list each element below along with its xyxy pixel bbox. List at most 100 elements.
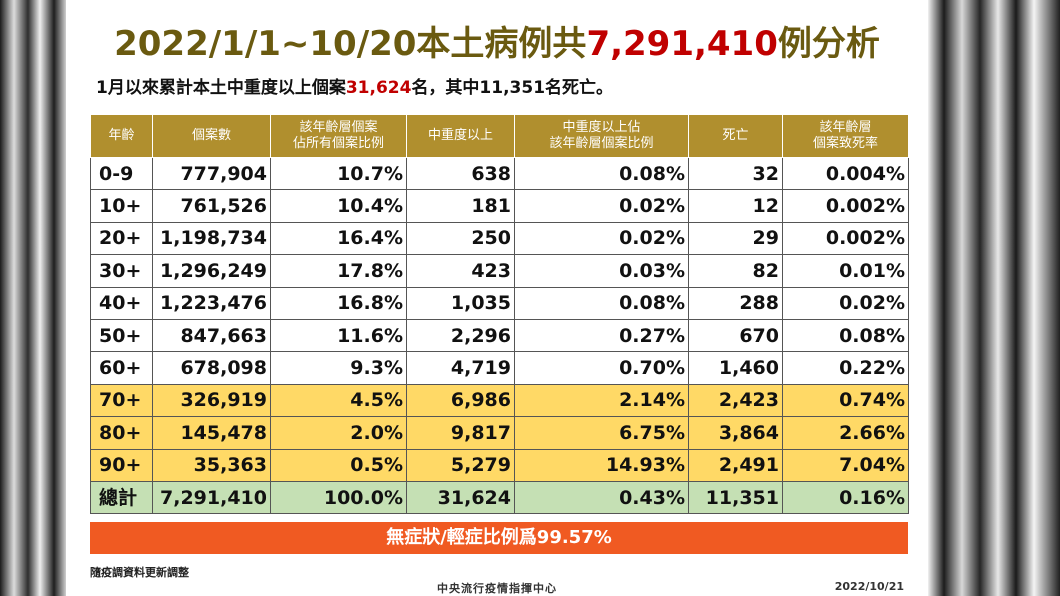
age-group-cell: 50+ xyxy=(90,318,153,353)
age-group-cell: 總計 xyxy=(90,480,153,515)
table-cell: 670 xyxy=(688,318,783,353)
table-cell: 17.8% xyxy=(270,254,407,288)
table-row: 50+ 847,663 11.6% 2,296 0.27% 670 0.08% xyxy=(90,318,909,353)
table-cell: 1,035 xyxy=(406,286,515,320)
table-cell: 16.8% xyxy=(270,286,407,320)
column-header: 該年齡層個案 佔所有個案比例 xyxy=(270,114,407,158)
table-row: 60+ 678,098 9.3% 4,719 0.70% 1,460 0.22% xyxy=(90,351,909,385)
table-cell: 0.02% xyxy=(514,189,689,223)
table-total-row: 總計 7,291,410 100.0% 31,624 0.43% 11,351 0.16% xyxy=(90,480,909,515)
table-cell: 181 xyxy=(406,189,515,223)
table-cell: 0.002% xyxy=(782,221,909,256)
table-row: 30+ 1,296,249 17.8% 423 0.03% 82 0.01% xyxy=(90,254,909,288)
table-cell: 250 xyxy=(406,221,515,256)
table-cell: 6.75% xyxy=(514,416,689,450)
subtitle: 1月以來累計本土中重度以上個案31,624名，其中11,351名死亡。 xyxy=(96,76,613,100)
table-cell: 16.4% xyxy=(270,221,407,256)
table-cell: 3,864 xyxy=(688,416,783,450)
table-cell: 0.27% xyxy=(514,318,689,353)
age-group-cell: 20+ xyxy=(90,221,153,256)
table-cell: 638 xyxy=(406,156,515,191)
age-group-cell: 80+ xyxy=(90,416,153,450)
table-cell: 2,423 xyxy=(688,383,783,418)
column-header: 死亡 xyxy=(688,114,783,158)
table-cell: 0.08% xyxy=(514,156,689,191)
table-row: 70+ 326,919 4.5% 6,986 2.14% 2,423 0.74% xyxy=(90,383,909,418)
table-cell: 35,363 xyxy=(152,448,271,482)
table-row: 10+ 761,526 10.4% 181 0.02% 12 0.002% xyxy=(90,189,909,223)
table-cell: 0.22% xyxy=(782,351,909,385)
column-header: 該年齡層 個案致死率 xyxy=(782,114,909,158)
table-cell: 0.002% xyxy=(782,189,909,223)
table-cell: 0.08% xyxy=(782,318,909,353)
table-row: 90+ 35,363 0.5% 5,279 14.93% 2,491 7.04% xyxy=(90,448,909,482)
table-cell: 847,663 xyxy=(152,318,271,353)
table-body: 0-9 777,904 10.7% 638 0.08% 32 0.004% 10+ 761,52… xyxy=(90,156,909,515)
table-row: 0-9 777,904 10.7% 638 0.08% 32 0.004% xyxy=(90,156,909,191)
table-cell: 10.7% xyxy=(270,156,407,191)
table-cell: 0.43% xyxy=(514,480,689,515)
table-cell: 14.93% xyxy=(514,448,689,482)
table-cell: 0.03% xyxy=(514,254,689,288)
table-cell: 761,526 xyxy=(152,189,271,223)
age-group-cell: 0-9 xyxy=(90,156,153,191)
column-header: 中重度以上 xyxy=(406,114,515,158)
table-cell: 0.74% xyxy=(782,383,909,418)
column-header: 個案數 xyxy=(152,114,271,158)
column-header: 年齡 xyxy=(90,114,153,158)
subtitle-suffix: 名，其中11,351名死亡。 xyxy=(411,78,614,98)
table-cell: 1,460 xyxy=(688,351,783,385)
table-cell: 0.02% xyxy=(514,221,689,256)
table-cell: 326,919 xyxy=(152,383,271,418)
footnote: 隨疫調資料更新調整 xyxy=(90,566,189,579)
table-cell: 11.6% xyxy=(270,318,407,353)
table-row: 40+ 1,223,476 16.8% 1,035 0.08% 288 0.02% xyxy=(90,286,909,320)
table-cell: 0.004% xyxy=(782,156,909,191)
table-cell: 2.66% xyxy=(782,416,909,450)
table-cell: 2.0% xyxy=(270,416,407,450)
title-suffix: 例分析 xyxy=(777,24,880,64)
table-cell: 0.02% xyxy=(782,286,909,320)
table-cell: 1,223,476 xyxy=(152,286,271,320)
table-cell: 100.0% xyxy=(270,480,407,515)
age-group-cell: 60+ xyxy=(90,351,153,385)
table-cell: 145,478 xyxy=(152,416,271,450)
table-cell: 2,296 xyxy=(406,318,515,353)
age-group-cell: 40+ xyxy=(90,286,153,320)
column-header: 中重度以上佔 該年齡層個案比例 xyxy=(514,114,689,158)
table-cell: 288 xyxy=(688,286,783,320)
table-cell: 9.3% xyxy=(270,351,407,385)
table-cell: 4.5% xyxy=(270,383,407,418)
table-cell: 10.4% xyxy=(270,189,407,223)
age-group-cell: 70+ xyxy=(90,383,153,418)
table-cell: 6,986 xyxy=(406,383,515,418)
table-cell: 1,296,249 xyxy=(152,254,271,288)
table-cell: 423 xyxy=(406,254,515,288)
table-cell: 29 xyxy=(688,221,783,256)
table-cell: 11,351 xyxy=(688,480,783,515)
table-cell: 9,817 xyxy=(406,416,515,450)
table-cell: 12 xyxy=(688,189,783,223)
table-row: 80+ 145,478 2.0% 9,817 6.75% 3,864 2.66% xyxy=(90,416,909,450)
table-cell: 31,624 xyxy=(406,480,515,515)
age-group-cell: 10+ xyxy=(90,189,153,223)
table-cell: 0.5% xyxy=(270,448,407,482)
table-cell: 32 xyxy=(688,156,783,191)
table-cell: 0.16% xyxy=(782,480,909,515)
table-cell: 0.08% xyxy=(514,286,689,320)
table-cell: 0.70% xyxy=(514,351,689,385)
table-cell: 1,198,734 xyxy=(152,221,271,256)
table-cell: 4,719 xyxy=(406,351,515,385)
publish-date: 2022/10/21 xyxy=(834,580,904,593)
table-cell: 0.01% xyxy=(782,254,909,288)
table-cell: 82 xyxy=(688,254,783,288)
page-title: 2022/1/1~10/20本土病例共7,291,410例分析 xyxy=(66,22,928,66)
background-left xyxy=(0,0,66,596)
table-header-row: 年齡 個案數 該年齡層個案 佔所有個案比例 中重度以上 中重度以上佔 該年齡層個案比例 死亡該… xyxy=(90,114,909,158)
table-cell: 777,904 xyxy=(152,156,271,191)
subtitle-severe-count: 31,624 xyxy=(345,78,412,98)
background-right xyxy=(928,0,1060,596)
age-group-cell: 90+ xyxy=(90,448,153,482)
table-cell: 678,098 xyxy=(152,351,271,385)
age-analysis-table: 年齡 個案數 該年齡層個案 佔所有個案比例 中重度以上 中重度以上佔 該年齡層個案比例 死亡該… xyxy=(90,114,909,515)
